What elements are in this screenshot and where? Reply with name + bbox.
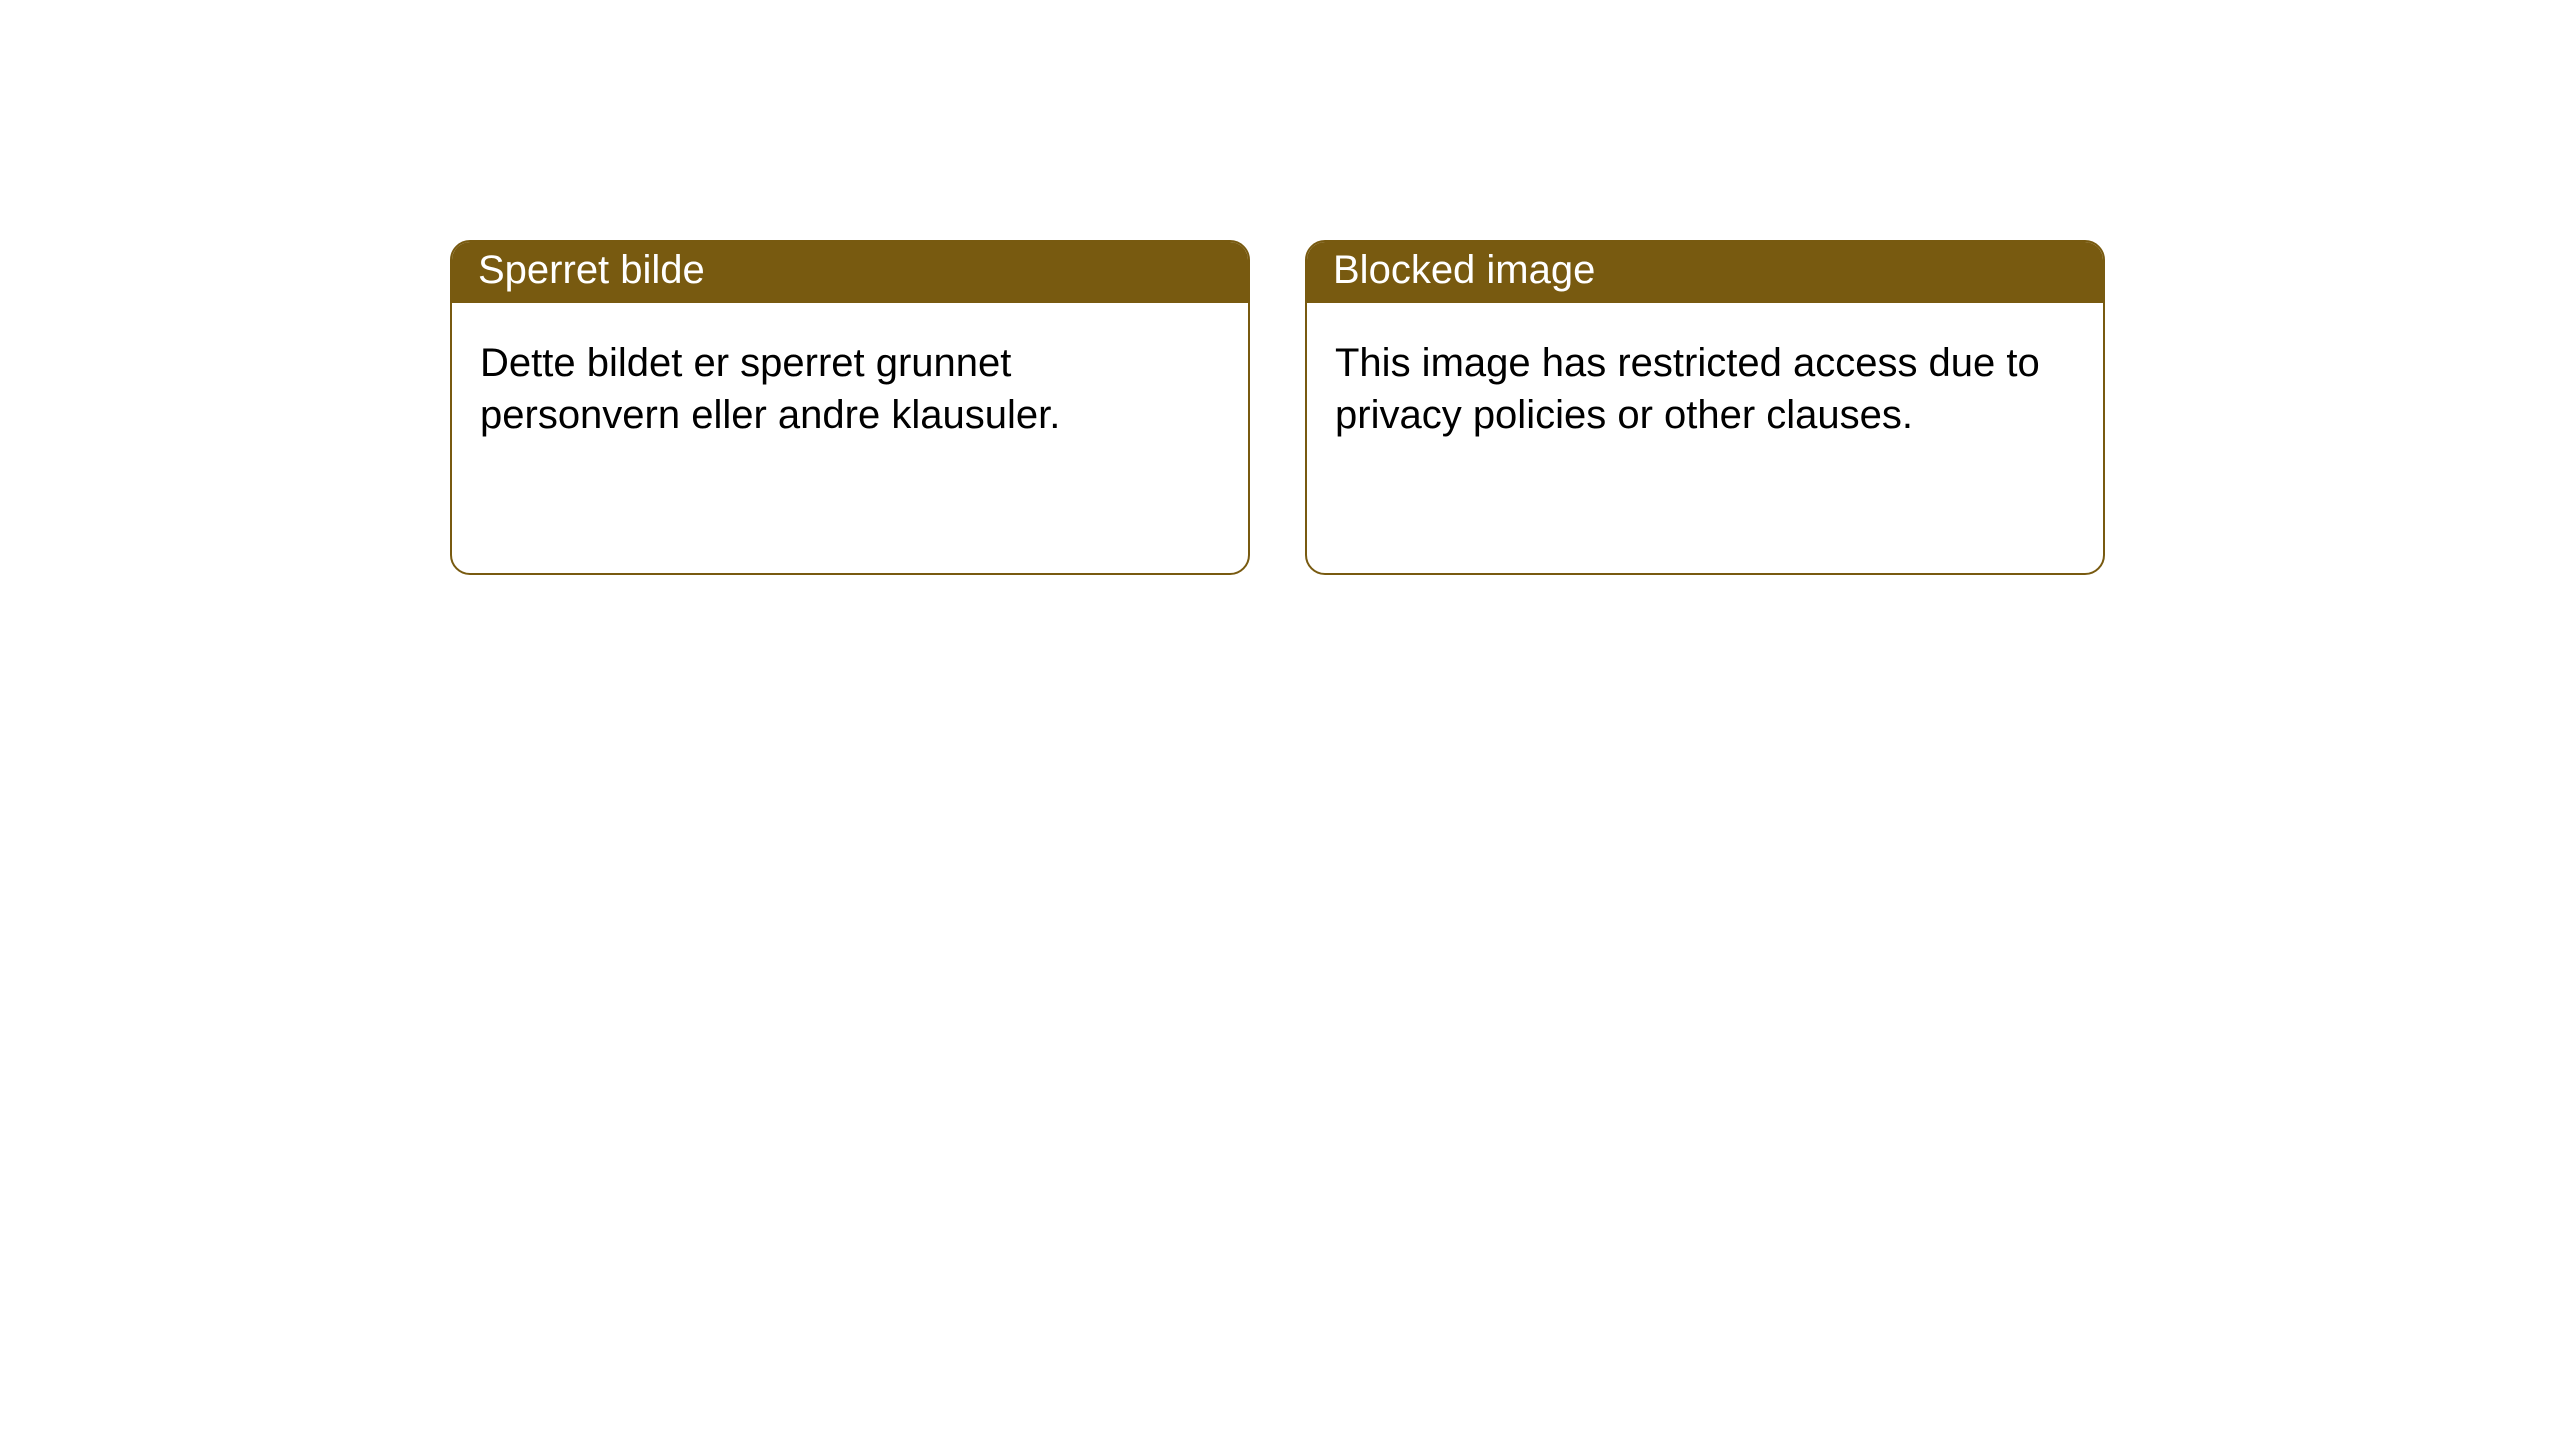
notice-card-english: Blocked image This image has restricted … <box>1305 240 2105 575</box>
notice-title-norwegian: Sperret bilde <box>452 242 1248 303</box>
notice-card-norwegian: Sperret bilde Dette bildet er sperret gr… <box>450 240 1250 575</box>
notice-body-english: This image has restricted access due to … <box>1307 303 2103 475</box>
notice-title-english: Blocked image <box>1307 242 2103 303</box>
notice-body-norwegian: Dette bildet er sperret grunnet personve… <box>452 303 1248 475</box>
notice-container: Sperret bilde Dette bildet er sperret gr… <box>450 240 2105 575</box>
